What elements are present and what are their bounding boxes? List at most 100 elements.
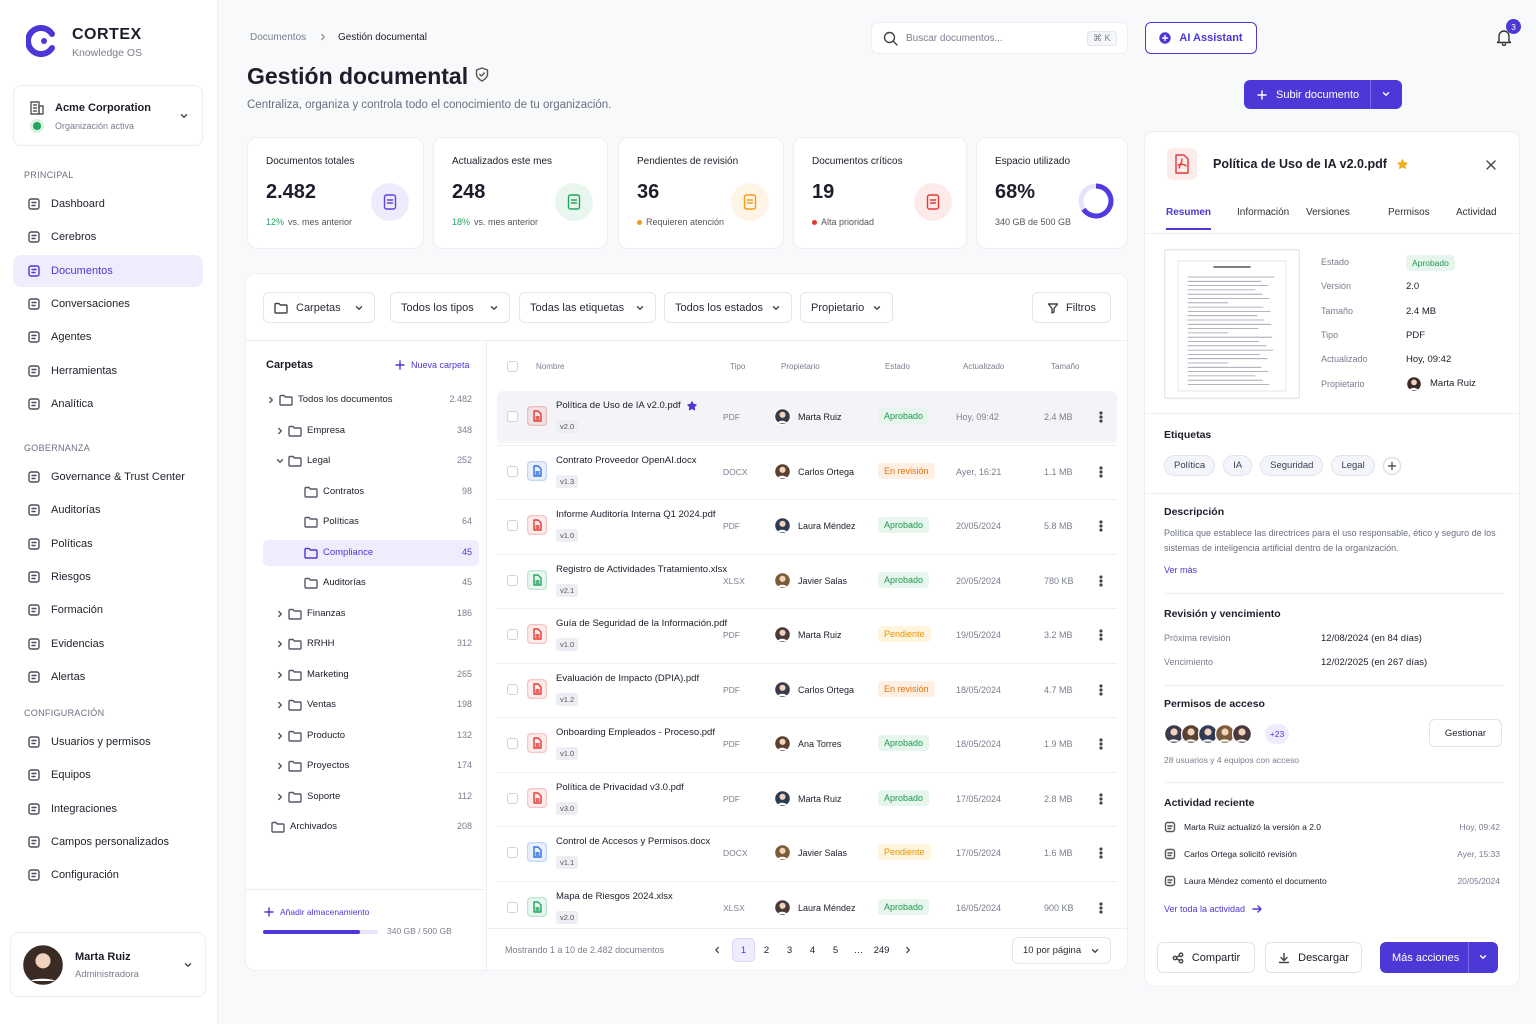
row-menu[interactable] <box>1099 574 1103 590</box>
nav-item[interactable]: Analítica <box>13 388 203 420</box>
document-row[interactable]: Onboarding Empleados - Proceso.pdf v1.0 PD… <box>497 718 1117 770</box>
filter-select[interactable]: Todas las etiquetas <box>519 292 656 323</box>
filters-button[interactable]: Filtros <box>1032 292 1111 323</box>
nav-item[interactable]: Campos personalizados <box>13 826 203 858</box>
folder-item[interactable]: Ventas 198 <box>263 692 479 718</box>
row-menu[interactable] <box>1099 411 1103 426</box>
page-button[interactable]: … <box>853 944 864 956</box>
search-box[interactable]: Buscar documentos... ⌘ K <box>871 22 1128 54</box>
nav-item[interactable]: Políticas <box>13 528 203 560</box>
action-button[interactable]: Más acciones <box>1380 942 1498 973</box>
all-activity-link[interactable]: Ver toda la actividad <box>1164 904 1263 914</box>
action-button[interactable]: Descargar <box>1265 942 1362 973</box>
nav-item[interactable]: Dashboard <box>13 188 203 220</box>
nav-item[interactable]: Conversaciones <box>13 288 203 320</box>
row-checkbox[interactable] <box>507 411 518 422</box>
row-menu[interactable] <box>1099 847 1103 862</box>
tag[interactable]: Seguridad <box>1260 455 1324 476</box>
nav-item[interactable]: Agentes <box>13 321 203 353</box>
folder-item[interactable]: Legal 252 <box>263 448 479 474</box>
nav-item[interactable]: Equipos <box>13 759 203 791</box>
new-folder-button[interactable]: Nueva carpeta <box>394 359 470 371</box>
folder-item[interactable]: Marketing 265 <box>263 662 479 688</box>
folder-item[interactable]: Contratos 98 <box>263 479 479 505</box>
nav-item[interactable]: Auditorías <box>13 494 203 526</box>
nav-item[interactable]: Alertas <box>13 661 203 693</box>
notifications-bell[interactable] <box>1496 29 1512 49</box>
breadcrumb-link[interactable]: Documentos <box>250 32 307 43</box>
folder-item[interactable]: Políticas 64 <box>263 509 479 535</box>
row-checkbox[interactable] <box>507 738 518 749</box>
row-checkbox[interactable] <box>507 629 518 640</box>
page-button[interactable]: 3 <box>786 944 793 956</box>
row-menu[interactable] <box>1099 901 1103 917</box>
nav-item[interactable]: Governance & Trust Center <box>13 461 203 493</box>
nav-item[interactable]: Configuración <box>13 859 203 891</box>
nav-item[interactable]: Riesgos <box>13 561 203 593</box>
tag[interactable]: Legal <box>1331 455 1375 476</box>
row-checkbox[interactable] <box>507 847 518 858</box>
tag[interactable]: IA <box>1223 455 1253 476</box>
nav-item[interactable]: Formación <box>13 594 203 626</box>
document-row[interactable]: Guía de Seguridad de la Información.pdf v… <box>497 609 1117 661</box>
row-menu[interactable] <box>1099 629 1103 644</box>
page-button[interactable]: 1 <box>732 938 755 962</box>
nav-item[interactable]: Cerebros <box>13 221 203 253</box>
document-row[interactable]: Informe Auditoría Interna Q1 2024.pdf v1.… <box>497 500 1117 552</box>
row-menu[interactable] <box>1099 792 1103 808</box>
folder-item[interactable]: Empresa 348 <box>263 418 479 444</box>
folder-item[interactable]: RRHH 312 <box>263 631 479 657</box>
document-row[interactable]: Evaluación de Impacto (DPIA).pdf v1.2 PDF C… <box>497 664 1117 716</box>
header-checkbox[interactable] <box>507 361 518 372</box>
document-row[interactable]: Control de Accesos y Permisos.docx v1.1 DO… <box>497 827 1117 879</box>
document-row[interactable]: Registro de Actividades Tratamiento.xlsx… <box>497 555 1117 607</box>
tag[interactable]: Política <box>1164 455 1216 476</box>
prev-page[interactable] <box>712 945 722 958</box>
detail-tab[interactable]: Resumen <box>1166 207 1212 230</box>
folder-item[interactable]: Proyectos 174 <box>263 753 479 779</box>
detail-tab[interactable]: Versiones <box>1306 207 1350 218</box>
document-row[interactable]: Mapa de Riesgos 2024.xlsx v2.0 XLSX Laura M… <box>497 882 1117 934</box>
row-checkbox[interactable] <box>507 520 518 531</box>
close-button[interactable] <box>1485 159 1497 174</box>
folder-item[interactable]: Archivados 208 <box>263 814 479 840</box>
ai-assistant-button[interactable]: AI Assistant <box>1145 22 1257 54</box>
nav-item[interactable]: Usuarios y permisos <box>13 726 203 758</box>
nav-item[interactable]: Integraciones <box>13 793 203 825</box>
page-button[interactable]: 2 <box>763 944 770 956</box>
folder-item[interactable]: Finanzas 186 <box>263 601 479 627</box>
page-button[interactable]: 249 <box>873 944 890 956</box>
upload-button[interactable]: Subir documento <box>1244 80 1402 109</box>
nav-item[interactable]: Evidencias <box>13 628 203 660</box>
nav-item[interactable]: Herramientas <box>13 355 203 387</box>
folder-item[interactable]: Soporte 112 <box>263 784 479 810</box>
user-menu[interactable]: Marta Ruiz Administradora <box>10 932 206 997</box>
row-checkbox[interactable] <box>507 901 518 913</box>
document-row[interactable]: Contrato Proveedor OpenAI.docx v1.3 DOCX Ca… <box>497 446 1117 498</box>
org-switcher[interactable]: Acme Corporation Organización activa <box>13 85 203 146</box>
detail-tab[interactable]: Permisos <box>1388 207 1430 218</box>
detail-tab[interactable]: Actividad <box>1456 207 1497 218</box>
filter-select[interactable]: Todos los estados <box>664 292 792 323</box>
row-checkbox[interactable] <box>507 574 518 586</box>
document-row[interactable]: Política de Privacidad v3.0.pdf v3.0 PDF Ma… <box>497 773 1117 825</box>
folder-item[interactable]: Compliance 45 <box>263 539 479 566</box>
filter-select[interactable]: Propietario <box>800 292 893 323</box>
folder-item[interactable]: Auditorías 45 <box>263 570 479 596</box>
row-menu[interactable] <box>1099 465 1103 481</box>
row-checkbox[interactable] <box>507 465 518 477</box>
add-storage-button[interactable]: Añadir almacenamiento <box>263 906 369 918</box>
row-menu[interactable] <box>1099 520 1103 535</box>
row-menu[interactable] <box>1099 738 1103 753</box>
document-row[interactable]: Política de Uso de IA v2.0.pdf v2.0 PDF Mar… <box>497 391 1117 443</box>
action-button[interactable]: Compartir <box>1157 942 1255 973</box>
page-button[interactable]: 4 <box>809 944 816 956</box>
manage-button[interactable]: Gestionar <box>1429 719 1502 747</box>
add-tag[interactable] <box>1382 456 1401 475</box>
see-more-link[interactable]: Ver más <box>1164 565 1198 575</box>
nav-item[interactable]: Documentos <box>13 254 203 287</box>
page-size-select[interactable]: 10 por página <box>1012 937 1111 964</box>
favorite-star[interactable] <box>1397 158 1408 170</box>
folder-item[interactable]: Producto 132 <box>263 723 479 749</box>
row-checkbox[interactable] <box>507 792 518 804</box>
